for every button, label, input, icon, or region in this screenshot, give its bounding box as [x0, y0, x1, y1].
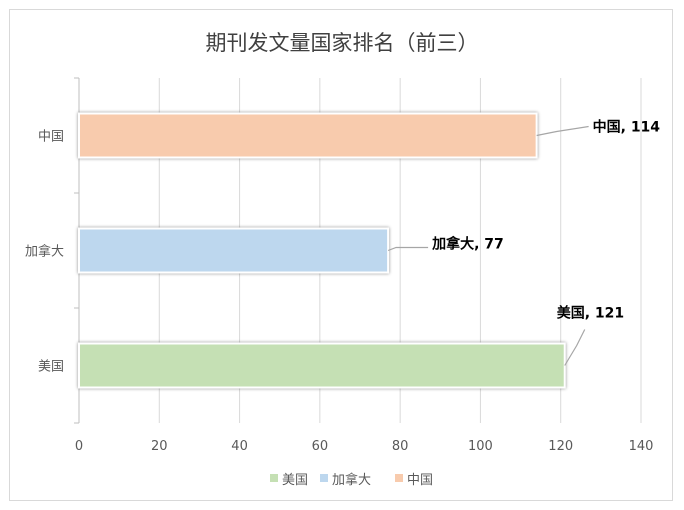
legend: 美国 加拿大 中国: [270, 472, 433, 488]
legend-swatch: [320, 474, 328, 482]
legend-label: 美国: [282, 473, 308, 488]
x-tick-label: 120: [548, 439, 573, 454]
x-axis-ticks: 0 20 40 60 80 100 120 140: [75, 439, 654, 454]
category-label: 美国: [38, 360, 64, 375]
category-label: 加拿大: [25, 244, 64, 260]
leader-line: [536, 125, 589, 137]
data-label: 加拿大, 77: [431, 236, 504, 253]
legend-label: 加拿大: [332, 472, 371, 488]
bar: [78, 112, 538, 159]
bars: [78, 112, 566, 389]
leader-line: [387, 246, 429, 252]
leader-lines: [387, 125, 589, 366]
legend-swatch: [395, 474, 403, 482]
x-tick-label: 0: [75, 439, 83, 454]
data-label: 美国, 121: [557, 305, 624, 322]
chart-title: 期刊发文量国家排名（前三）: [206, 31, 479, 55]
category-label: 中国: [38, 130, 64, 145]
bar: [78, 342, 566, 389]
x-tick-label: 20: [151, 439, 168, 454]
legend-label: 中国: [407, 473, 433, 488]
legend-swatch: [270, 474, 278, 482]
x-tick-label: 60: [312, 439, 329, 454]
x-tick-label: 80: [392, 439, 409, 454]
x-tick-label: 140: [629, 439, 654, 454]
bar: [78, 227, 390, 274]
data-label: 中国, 114: [593, 119, 661, 136]
data-labels: 中国, 114 加拿大, 77 美国, 121: [431, 119, 660, 322]
x-tick-label: 40: [231, 439, 248, 454]
x-tick-label: 100: [468, 439, 493, 454]
leader-line: [564, 329, 586, 366]
